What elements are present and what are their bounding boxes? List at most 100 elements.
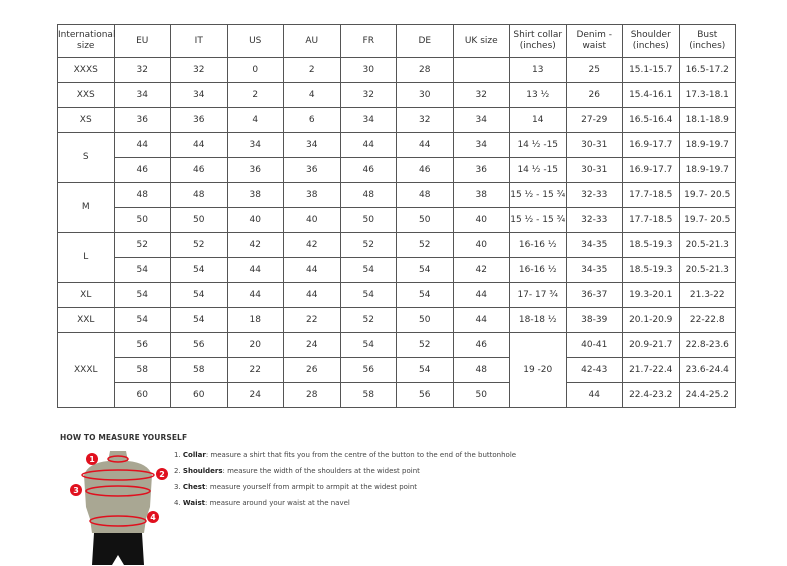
table-cell: 38 bbox=[283, 182, 341, 208]
table-cell: 50 bbox=[452, 382, 510, 408]
table-cell: 48 bbox=[170, 182, 228, 208]
table-cell: 15.1-15.7 bbox=[622, 57, 680, 83]
table-cell: 54 bbox=[339, 257, 397, 283]
marker-1 bbox=[86, 453, 98, 465]
table-cell: 34 bbox=[452, 107, 510, 133]
table-cell: 19 -20 bbox=[509, 332, 567, 408]
table-cell: 34 bbox=[283, 132, 341, 158]
table-cell: 32 bbox=[452, 82, 510, 108]
column-header: Bust (inches) bbox=[678, 24, 736, 58]
table-cell: 34 bbox=[170, 82, 228, 108]
table-cell: 16.9-17.7 bbox=[622, 157, 680, 183]
table-cell: 48 bbox=[113, 182, 171, 208]
torso-measure-figure: 1 2 3 4 bbox=[70, 451, 168, 565]
table-cell: 54 bbox=[170, 307, 228, 333]
step-shoulders: 2. Shoulders: measure the width of the s… bbox=[174, 467, 420, 475]
table-row: 58 58 22 26 56 54 48 42-43 21.7-22.4 23.6-24.4 bbox=[58, 357, 736, 383]
table-cell: 54 bbox=[396, 282, 454, 308]
table-cell: 19.7- 20.5 bbox=[678, 207, 736, 233]
column-header: International size bbox=[57, 24, 115, 58]
table-cell: 14 ½ -15 bbox=[509, 132, 567, 158]
table-cell: 42 bbox=[283, 232, 341, 258]
table-cell: 38 bbox=[226, 182, 284, 208]
table-cell: 56 bbox=[113, 332, 171, 358]
table-cell: 44 bbox=[565, 382, 623, 408]
table-cell: 56 bbox=[396, 382, 454, 408]
column-header: DE bbox=[396, 24, 454, 58]
table-cell: 19.7- 20.5 bbox=[678, 182, 736, 208]
table-cell: 15 ½ - 15 ¾ bbox=[509, 182, 567, 208]
table-cell: 40 bbox=[226, 207, 284, 233]
table-cell: 16.5-17.2 bbox=[678, 57, 736, 83]
table-cell: 4 bbox=[283, 82, 341, 108]
size-label-cell: S bbox=[57, 132, 115, 183]
table-cell: 54 bbox=[170, 282, 228, 308]
table-cell: 30-31 bbox=[565, 132, 623, 158]
table-cell: 19.3-20.1 bbox=[622, 282, 680, 308]
table-cell: 18 bbox=[226, 307, 284, 333]
table-cell: 30-31 bbox=[565, 157, 623, 183]
table-cell: 52 bbox=[113, 232, 171, 258]
table-cell: 30 bbox=[339, 57, 397, 83]
table-cell: 32 bbox=[170, 57, 228, 83]
table-cell: 18.1-18.9 bbox=[678, 107, 736, 133]
table-cell: 52 bbox=[170, 232, 228, 258]
table-cell: 54 bbox=[339, 282, 397, 308]
table-cell: 17.3-18.1 bbox=[678, 82, 736, 108]
table-cell: 58 bbox=[339, 382, 397, 408]
table-cell: 44 bbox=[452, 307, 510, 333]
table-cell bbox=[452, 57, 510, 83]
column-header: Denim - waist bbox=[565, 24, 623, 58]
table-cell: 46 bbox=[339, 157, 397, 183]
table-cell: 18.9-19.7 bbox=[678, 157, 736, 183]
table-cell: 44 bbox=[170, 132, 228, 158]
table-row: S 44 44 34 34 44 44 34 14 ½ -15 30-31 16.9-17.7 18.… bbox=[57, 132, 736, 183]
table-cell: 20.9-21.7 bbox=[622, 332, 680, 358]
table-cell: 54 bbox=[113, 282, 171, 308]
table-cell: 36 bbox=[226, 157, 284, 183]
table-cell: 54 bbox=[170, 257, 228, 283]
table-cell: 42 bbox=[226, 232, 284, 258]
table-cell: 46 bbox=[113, 157, 171, 183]
table-cell: 46 bbox=[170, 157, 228, 183]
table-cell: 42 bbox=[452, 257, 510, 283]
table-cell: 46 bbox=[452, 332, 510, 358]
table-cell: 50 bbox=[396, 207, 454, 233]
table-row: M 48 48 38 38 48 48 38 15 ½ - 15 ¾ 32-33 17.7-18.5… bbox=[57, 182, 736, 233]
column-header: Shoulder (inches) bbox=[622, 24, 680, 58]
marker-label: 4 bbox=[150, 513, 156, 522]
table-cell: 13 ½ bbox=[509, 82, 567, 108]
table-cell: 27-29 bbox=[565, 107, 623, 133]
table-cell: 56 bbox=[170, 332, 228, 358]
guide-title: HOW TO MEASURE YOURSELF bbox=[60, 433, 188, 442]
table-row: 60 60 24 28 58 56 50 44 22.4-23.2 24.4-25.2 bbox=[58, 382, 736, 408]
marker-label: 3 bbox=[73, 486, 79, 495]
table-row: XXXS 32 32 0 2 30 28 13 25 15.1-15.7 16.5-17.2 bbox=[57, 57, 736, 83]
table-cell: 40 bbox=[452, 207, 510, 233]
table-row: XS 36 36 4 6 34 32 34 14 27-29 16.5-16.4 18.1-18.9 bbox=[57, 107, 736, 133]
table-cell: 32 bbox=[339, 82, 397, 108]
table-cell: 2 bbox=[226, 82, 284, 108]
table-cell: 18.5-19.3 bbox=[622, 232, 680, 258]
table-cell: 14 ½ -15 bbox=[509, 157, 567, 183]
table-cell: 32 bbox=[396, 107, 454, 133]
table-cell: 44 bbox=[283, 257, 341, 283]
table-row: XL 54 54 44 44 54 54 44 17- 17 ¾ 36-37 19.3-20.1 21… bbox=[57, 282, 736, 308]
table-cell: 52 bbox=[396, 232, 454, 258]
column-header: Shirt collar (inches) bbox=[509, 24, 567, 58]
table-cell: 48 bbox=[452, 357, 510, 383]
table-cell: 60 bbox=[113, 382, 171, 408]
marker-label: 2 bbox=[159, 470, 165, 479]
table-cell: 6 bbox=[283, 107, 341, 133]
table-cell: 44 bbox=[396, 132, 454, 158]
table-cell: 32-33 bbox=[565, 182, 623, 208]
column-header: EU bbox=[113, 24, 171, 58]
table-cell: 36 bbox=[283, 157, 341, 183]
table-cell: 40 bbox=[283, 207, 341, 233]
table-cell: 24 bbox=[226, 382, 284, 408]
column-header: FR bbox=[339, 24, 397, 58]
table-cell: 34-35 bbox=[565, 257, 623, 283]
table-cell: 44 bbox=[339, 132, 397, 158]
table-cell: 54 bbox=[113, 257, 171, 283]
size-label-cell: L bbox=[57, 232, 115, 283]
